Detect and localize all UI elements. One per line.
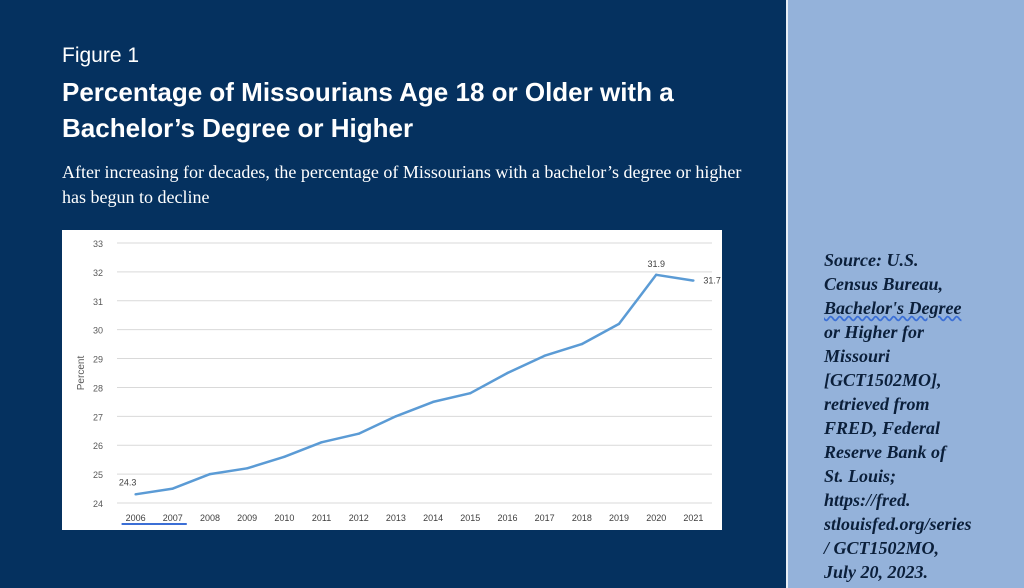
source-line: retrieved from <box>824 394 930 414</box>
data-point <box>692 279 695 282</box>
data-label: 24.3 <box>119 477 137 487</box>
y-tick-label: 25 <box>93 470 103 480</box>
line-chart: 24 25 26 27 28 29 30 31 32 33 2006 2007 2008 2009 2010… <box>76 239 721 525</box>
source-line: July 20, 2023. <box>824 562 929 582</box>
source-line: or Higher for <box>824 322 925 342</box>
source-line: Missouri <box>824 346 891 366</box>
y-tick-label: 33 <box>93 239 103 249</box>
source-line: St. Louis; <box>824 466 897 486</box>
data-point <box>245 467 249 470</box>
source-line: / GCT1502MO, <box>824 538 940 558</box>
data-point <box>580 342 584 346</box>
y-tick-label: 32 <box>93 268 103 278</box>
data-point <box>431 400 435 404</box>
x-tick-label: 2017 <box>535 513 555 523</box>
source-citation: Source: U.S. Census Bureau, Bachelor's Deg… <box>824 248 1004 584</box>
panel-divider <box>786 0 788 588</box>
source-line: Source: U.S. <box>824 250 919 270</box>
source-line: FRED, Federal <box>824 418 941 438</box>
x-tick-label: 2015 <box>460 513 480 523</box>
x-tick-label: 2020 <box>646 513 666 523</box>
data-point <box>469 392 472 395</box>
y-tick-label: 31 <box>93 297 103 307</box>
x-tick-label: 2021 <box>683 513 703 523</box>
x-tick-label: 2007 <box>163 513 183 523</box>
x-tick-label: 2006 <box>126 513 146 523</box>
source-line: Census Bureau, <box>824 274 944 294</box>
data-point <box>543 354 546 357</box>
series-line <box>135 273 694 496</box>
x-tick-label: 2016 <box>497 513 517 523</box>
x-tick-label: 2018 <box>572 513 592 523</box>
data-label: 31.7 <box>703 276 721 286</box>
x-tick-label: 2013 <box>386 513 406 523</box>
source-line: stlouisfed.org/series <box>824 514 972 534</box>
x-tick-label: 2011 <box>312 513 331 523</box>
y-tick-label: 27 <box>93 412 103 422</box>
right-panel <box>788 0 1024 588</box>
data-point <box>208 472 212 476</box>
y-tick-label: 26 <box>93 441 103 451</box>
data-point <box>320 441 323 444</box>
x-tick-label: 2012 <box>349 513 369 523</box>
y-tick-label: 30 <box>93 326 103 336</box>
y-tick-label: 28 <box>93 383 103 393</box>
data-point <box>394 415 398 418</box>
x-tick-label: 2019 <box>609 513 629 523</box>
figure-label: Figure 1 <box>62 44 140 67</box>
data-point <box>357 432 360 435</box>
data-point <box>506 371 509 375</box>
data-point <box>283 455 286 458</box>
source-line: https://fred. <box>824 490 911 510</box>
source-line: [GCT1502MO], <box>824 370 942 390</box>
x-tick-label: 2014 <box>423 513 443 523</box>
figure-subtitle: After increasing for decades, the percen… <box>62 162 742 207</box>
data-point <box>617 322 621 326</box>
data-point <box>134 493 137 496</box>
chart-container: 24 25 26 27 28 29 30 31 32 33 2006 2007 2008 2009 2010… <box>62 230 722 530</box>
data-point <box>171 487 174 490</box>
x-tick-label: 2010 <box>274 513 294 523</box>
figure-title: Percentage of Missourians Age 18 or Olde… <box>62 77 674 143</box>
source-line: Reserve Bank of <box>824 442 946 462</box>
y-tick-label: 29 <box>93 355 103 365</box>
data-point <box>655 273 658 276</box>
x-tick-label: 2009 <box>237 513 257 523</box>
y-axis-label: Percent <box>76 356 87 391</box>
data-label: 31.9 <box>647 259 665 269</box>
y-tick-label: 24 <box>93 499 103 509</box>
source-line: Bachelor's Degree <box>824 298 962 318</box>
x-tick-label: 2008 <box>200 513 220 523</box>
